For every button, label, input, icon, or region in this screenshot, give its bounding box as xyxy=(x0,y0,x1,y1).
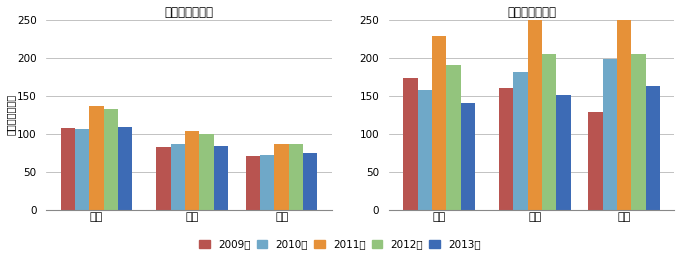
Bar xyxy=(89,106,104,210)
Bar xyxy=(185,131,199,210)
Bar xyxy=(199,134,214,210)
Bar xyxy=(461,103,475,210)
Title: 一般炭輸入価格: 一般炭輸入価格 xyxy=(165,5,214,19)
Bar xyxy=(75,129,89,210)
Bar xyxy=(556,95,571,210)
Bar xyxy=(632,54,646,210)
Bar xyxy=(646,86,660,210)
Bar xyxy=(403,78,418,210)
Legend: 2009年, 2010年, 2011年, 2012年, 2013年: 2009年, 2010年, 2011年, 2012年, 2013年 xyxy=(195,235,485,254)
Bar xyxy=(418,90,432,210)
Bar xyxy=(246,156,260,210)
Bar xyxy=(104,109,118,210)
Bar xyxy=(542,54,556,210)
Bar xyxy=(499,88,513,210)
Bar xyxy=(289,144,303,210)
Bar xyxy=(118,127,133,210)
Bar xyxy=(275,143,289,210)
Bar xyxy=(602,59,617,210)
Bar xyxy=(61,128,75,210)
Title: 原料炭輸入価格: 原料炭輸入価格 xyxy=(507,5,556,19)
Y-axis label: （ドル／トン）: （ドル／トン） xyxy=(5,94,16,135)
Bar xyxy=(156,147,171,210)
Bar xyxy=(303,153,318,210)
Bar xyxy=(171,144,185,210)
Bar xyxy=(214,146,228,210)
Bar xyxy=(588,112,602,210)
Bar xyxy=(528,20,542,210)
Bar xyxy=(446,64,461,210)
Bar xyxy=(617,20,632,210)
Bar xyxy=(260,155,275,210)
Bar xyxy=(432,37,446,210)
Bar xyxy=(513,72,528,210)
